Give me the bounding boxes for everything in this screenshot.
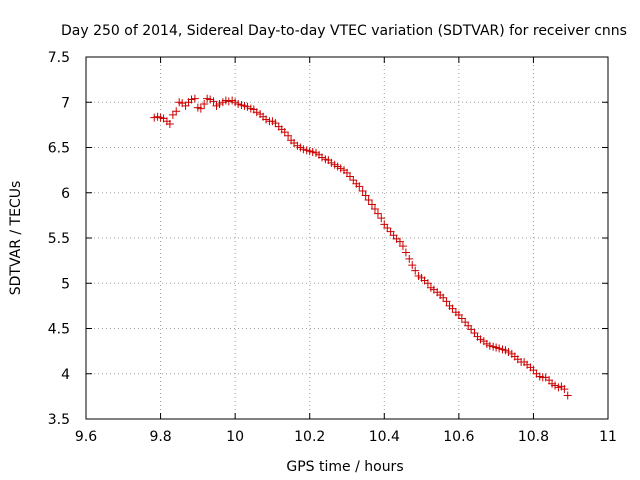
data-point — [439, 293, 448, 302]
data-point — [271, 119, 280, 128]
y-tick-label: 6 — [61, 186, 70, 202]
data-point — [196, 104, 205, 113]
data-point — [408, 261, 417, 270]
data-point — [172, 107, 181, 116]
data-point — [448, 304, 457, 313]
data-point — [355, 182, 364, 191]
data-point — [398, 242, 407, 251]
y-tick-label: 3.5 — [48, 412, 70, 428]
data-point — [442, 297, 451, 306]
y-tick-label: 5.5 — [48, 231, 70, 247]
data-point — [327, 158, 336, 167]
data-point — [467, 325, 476, 334]
data-point — [411, 266, 420, 275]
data-point — [318, 153, 327, 162]
data-point — [373, 209, 382, 218]
data-point — [299, 145, 308, 154]
data-point — [560, 385, 569, 394]
data-series-cnns — [150, 94, 572, 400]
data-point — [308, 148, 317, 157]
data-point — [284, 131, 293, 140]
y-tick-labels: 3.5 4 4.5 5 5.5 6 6.5 7 7.5 — [48, 50, 70, 428]
data-point — [395, 237, 404, 246]
data-point — [551, 381, 560, 390]
data-point — [563, 391, 572, 400]
data-point — [370, 205, 379, 214]
data-point — [457, 314, 466, 323]
data-point — [206, 95, 215, 104]
y-tick-label: 4 — [61, 367, 70, 383]
data-point — [243, 102, 252, 111]
y-axis-label: SDTVAR / TECUs — [8, 181, 24, 296]
x-tick-label: 10 — [226, 429, 244, 445]
x-tick-label: 10.2 — [294, 429, 325, 445]
data-point — [345, 172, 354, 181]
data-point — [234, 100, 243, 109]
y-tick-label: 6.5 — [48, 141, 70, 157]
data-point — [280, 128, 289, 137]
data-point — [165, 119, 174, 128]
data-point — [476, 335, 485, 344]
data-point — [224, 97, 233, 106]
data-point — [252, 108, 261, 117]
data-point — [377, 214, 386, 223]
data-point — [504, 348, 513, 357]
chart-title: Day 250 of 2014, Sidereal Day-to-day VTE… — [61, 23, 627, 39]
x-tick-label: 10.8 — [518, 429, 549, 445]
x-tick-label: 11 — [599, 429, 617, 445]
data-point — [423, 279, 432, 288]
x-tick-label: 10.4 — [369, 429, 400, 445]
data-point — [336, 164, 345, 173]
data-point — [358, 186, 367, 195]
data-point — [495, 344, 504, 353]
data-point — [168, 110, 177, 119]
x-tick-label: 10.6 — [443, 429, 474, 445]
data-point — [190, 94, 199, 103]
data-point — [405, 254, 414, 263]
y-tick-label: 4.5 — [48, 322, 70, 338]
y-tick-label: 7 — [61, 95, 70, 111]
axis-ticks — [85, 56, 609, 420]
data-point — [262, 115, 271, 124]
x-tick-labels: 9.6 9.8 10 10.2 10.4 10.6 10.8 11 — [75, 429, 617, 445]
y-tick-label: 5 — [61, 276, 70, 292]
data-point — [187, 95, 196, 104]
data-point — [383, 224, 392, 233]
data-point — [215, 100, 224, 109]
data-point — [200, 100, 209, 109]
grid-lines — [86, 57, 608, 419]
x-axis-label: GPS time / hours — [286, 459, 403, 475]
x-tick-label: 9.6 — [75, 429, 97, 445]
data-point — [485, 341, 494, 350]
data-point — [209, 97, 218, 106]
y-tick-label: 7.5 — [48, 50, 70, 66]
data-point — [367, 200, 376, 209]
data-point — [361, 191, 370, 200]
data-point — [401, 248, 410, 257]
data-point — [364, 195, 373, 204]
x-tick-label: 9.8 — [149, 429, 171, 445]
